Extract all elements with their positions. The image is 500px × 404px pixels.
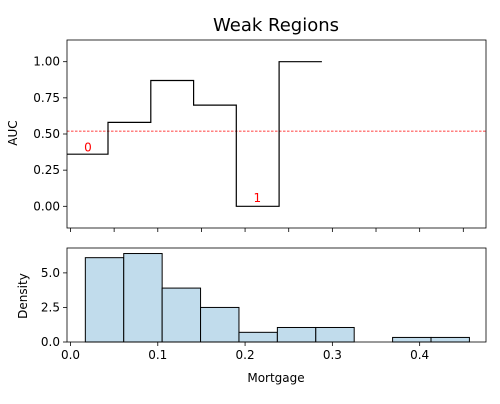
- bottom-y-tick-label: 0.0: [41, 335, 60, 349]
- histogram-bar: [238, 331, 278, 343]
- bottom-y-tick-label: 2.5: [41, 300, 60, 314]
- top-y-tick-label: 0.00: [33, 199, 60, 213]
- bottom-plot-frame: [66, 247, 487, 343]
- top-plot-frame: [66, 39, 487, 229]
- histogram-bar: [315, 326, 355, 343]
- top-y-tick-label: 0.25: [33, 163, 60, 177]
- histogram-bar: [430, 336, 470, 343]
- bottom-x-tick-label: 0.3: [323, 348, 342, 362]
- bottom-y-tick-label: 5.0: [41, 266, 60, 280]
- bottom-x-tick-label: 0.0: [61, 348, 80, 362]
- bottom-y-axis-label: Density: [16, 273, 30, 319]
- top-y-tick-label: 0.50: [33, 127, 60, 141]
- histogram-bar: [392, 336, 432, 343]
- chart-title: Weak Regions: [213, 15, 339, 36]
- top-y-axis-label: AUC: [6, 120, 20, 145]
- histogram-bar: [123, 253, 163, 343]
- histogram-bar: [276, 326, 317, 343]
- bottom-x-tick-label: 0.4: [410, 348, 429, 362]
- region-annotation-1: 1: [253, 191, 261, 205]
- histogram-bar: [161, 287, 202, 343]
- top-y-tick-label: 0.75: [33, 91, 60, 105]
- histogram-bar: [200, 306, 240, 343]
- bottom-panel: 0.0 2.5 5.0 0.0 0.1 0.2 0.3 0.4: [41, 247, 487, 362]
- bottom-x-axis-label: Mortgage: [247, 371, 304, 385]
- histogram-bar: [84, 257, 125, 343]
- region-annotation-0: 0: [84, 140, 92, 154]
- top-panel: 0 1 0.00 0.25 0.50 0.75 1.00: [33, 39, 487, 232]
- bottom-x-tick-label: 0.2: [236, 348, 255, 362]
- auc-step-line: [67, 61, 322, 207]
- top-y-tick-label: 1.00: [33, 55, 60, 69]
- bottom-x-tick-label: 0.1: [148, 348, 167, 362]
